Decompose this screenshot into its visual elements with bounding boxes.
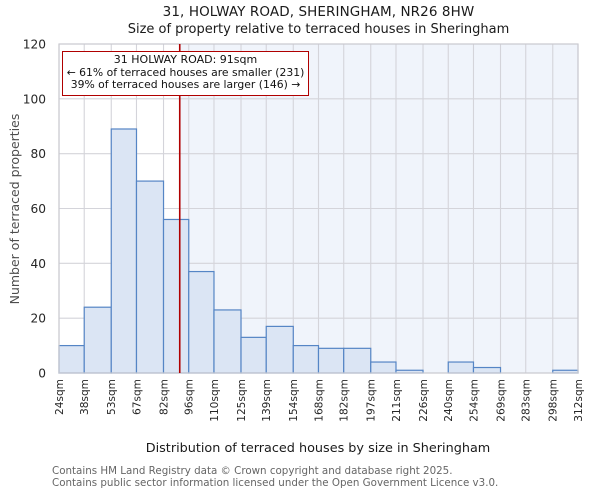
y-tick-label: 80 bbox=[30, 147, 46, 161]
x-tick-label: 24sqm bbox=[54, 379, 66, 415]
plot-border bbox=[58, 43, 579, 374]
x-tick-label: 67sqm bbox=[131, 379, 143, 415]
y-axis-title: Number of terraced properties bbox=[7, 113, 22, 305]
y-tick-label: 40 bbox=[30, 257, 46, 271]
x-tick-label: 240sqm bbox=[443, 379, 455, 422]
y-tick-label: 100 bbox=[23, 92, 46, 106]
x-tick-label: 254sqm bbox=[468, 379, 480, 422]
callout-larger-stat: 39% of terraced houses are larger (146) … bbox=[70, 78, 301, 91]
x-tick-label: 82sqm bbox=[158, 379, 170, 415]
histogram-bar bbox=[240, 336, 267, 374]
histogram-bar bbox=[370, 361, 397, 374]
footer-line-2: Contains public sector information licen… bbox=[52, 476, 499, 489]
x-tick-label: 312sqm bbox=[573, 379, 585, 422]
chart-subtitle: Size of property relative to terraced ho… bbox=[127, 22, 510, 37]
x-tick-label: 96sqm bbox=[184, 379, 196, 415]
footer-line-1: Contains HM Land Registry data © Crown c… bbox=[52, 465, 453, 477]
y-tick-label: 120 bbox=[23, 38, 46, 52]
x-tick-label: 125sqm bbox=[236, 379, 248, 422]
x-axis-title: Distribution of terraced houses by size … bbox=[145, 441, 491, 456]
x-tick-label: 139sqm bbox=[261, 379, 273, 422]
histogram-bar bbox=[188, 270, 215, 374]
y-tick-label: 20 bbox=[30, 312, 46, 326]
y-tick-label: 60 bbox=[30, 202, 46, 216]
x-tick-label: 298sqm bbox=[548, 379, 560, 422]
histogram-bar bbox=[58, 344, 85, 374]
histogram-bar bbox=[343, 347, 372, 374]
histogram-bar bbox=[292, 344, 320, 374]
histogram-bar bbox=[83, 306, 112, 374]
histogram-bar bbox=[110, 128, 138, 374]
x-tick-label: 53sqm bbox=[106, 379, 118, 415]
chart-title: 31, HOLWAY ROAD, SHERINGHAM, NR26 8HW bbox=[162, 4, 475, 20]
histogram-bar bbox=[317, 347, 345, 374]
property-callout-box: 31 HOLWAY ROAD: 91sqm ← 61% of terraced … bbox=[62, 51, 309, 96]
x-tick-label: 269sqm bbox=[495, 379, 507, 422]
callout-property-size: 31 HOLWAY ROAD: 91sqm bbox=[113, 53, 258, 66]
x-tick-label: 154sqm bbox=[288, 379, 300, 422]
attribution-footer: Contains HM Land Registry data © Crown c… bbox=[52, 465, 499, 489]
x-tick-label: 211sqm bbox=[391, 379, 403, 422]
x-tick-label: 283sqm bbox=[521, 379, 533, 422]
histogram-bar bbox=[135, 180, 165, 374]
y-tick-label: 0 bbox=[38, 367, 46, 381]
x-tick-label: 226sqm bbox=[418, 379, 430, 422]
histogram-bar bbox=[265, 325, 294, 374]
histogram-bar bbox=[162, 218, 190, 374]
x-tick-label: 38sqm bbox=[79, 379, 91, 415]
histogram-bar bbox=[213, 309, 242, 374]
callout-smaller-stat: ← 61% of terraced houses are smaller (23… bbox=[66, 65, 305, 79]
x-tick-label: 197sqm bbox=[366, 379, 378, 422]
histogram-bar bbox=[447, 361, 475, 374]
x-tick-label: 168sqm bbox=[313, 379, 325, 422]
x-tick-label: 110sqm bbox=[209, 379, 221, 422]
histogram-bar bbox=[472, 366, 502, 374]
x-tick-label: 182sqm bbox=[339, 379, 351, 422]
